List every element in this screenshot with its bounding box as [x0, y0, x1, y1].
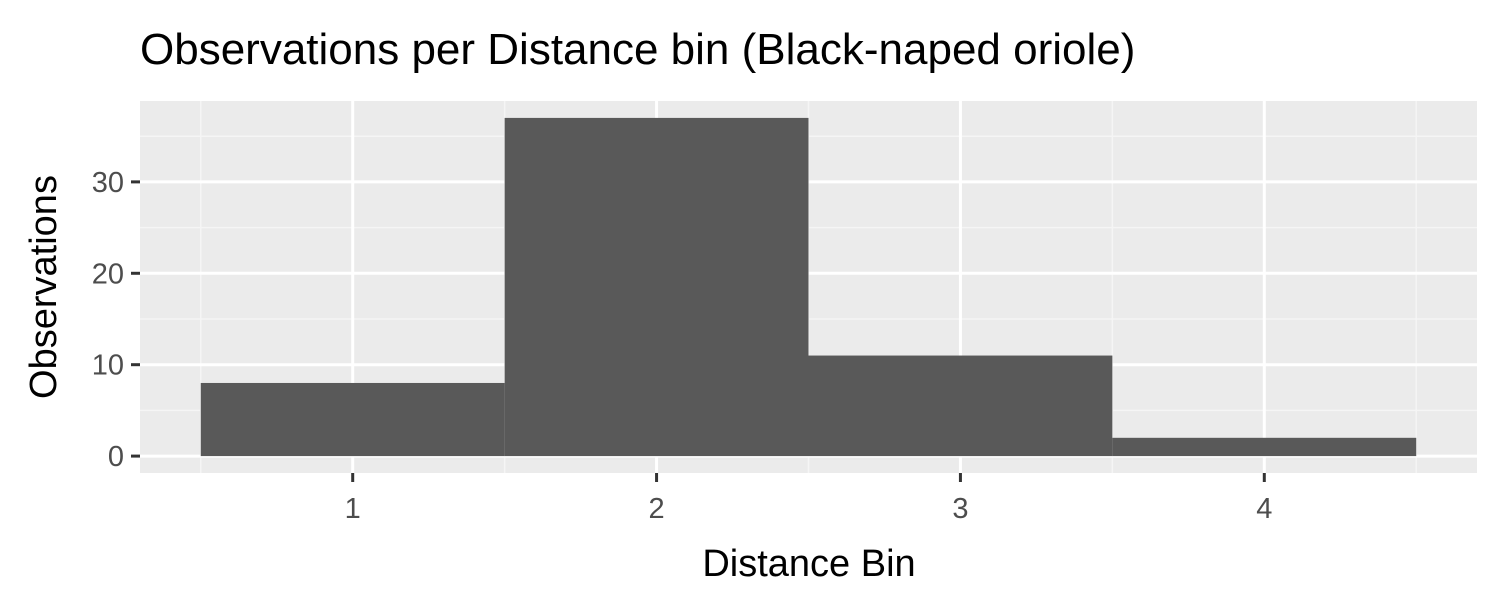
y-tick-label: 0: [108, 441, 124, 473]
x-tick-label: 2: [648, 493, 664, 525]
y-tick-label: 10: [92, 350, 124, 382]
y-axis: 0 10 20 30: [92, 167, 140, 473]
bars: [200, 117, 1417, 457]
bar-bin-1: [200, 382, 505, 457]
x-axis-title: Distance Bin: [702, 543, 915, 585]
x-tick-label: 3: [952, 493, 968, 525]
x-axis: 1 2 3 4: [345, 473, 1272, 525]
bar-bin-2: [504, 117, 809, 457]
y-tick-label: 30: [92, 167, 124, 199]
x-tick-label: 1: [345, 493, 361, 525]
bar-bin-4: [1112, 437, 1417, 457]
chart-title: Observations per Distance bin (Black-nap…: [140, 25, 1135, 74]
y-tick-label: 20: [92, 258, 124, 290]
x-tick-label: 4: [1256, 493, 1272, 525]
bar-bin-3: [808, 355, 1113, 457]
y-axis-title: Observations: [23, 175, 65, 399]
